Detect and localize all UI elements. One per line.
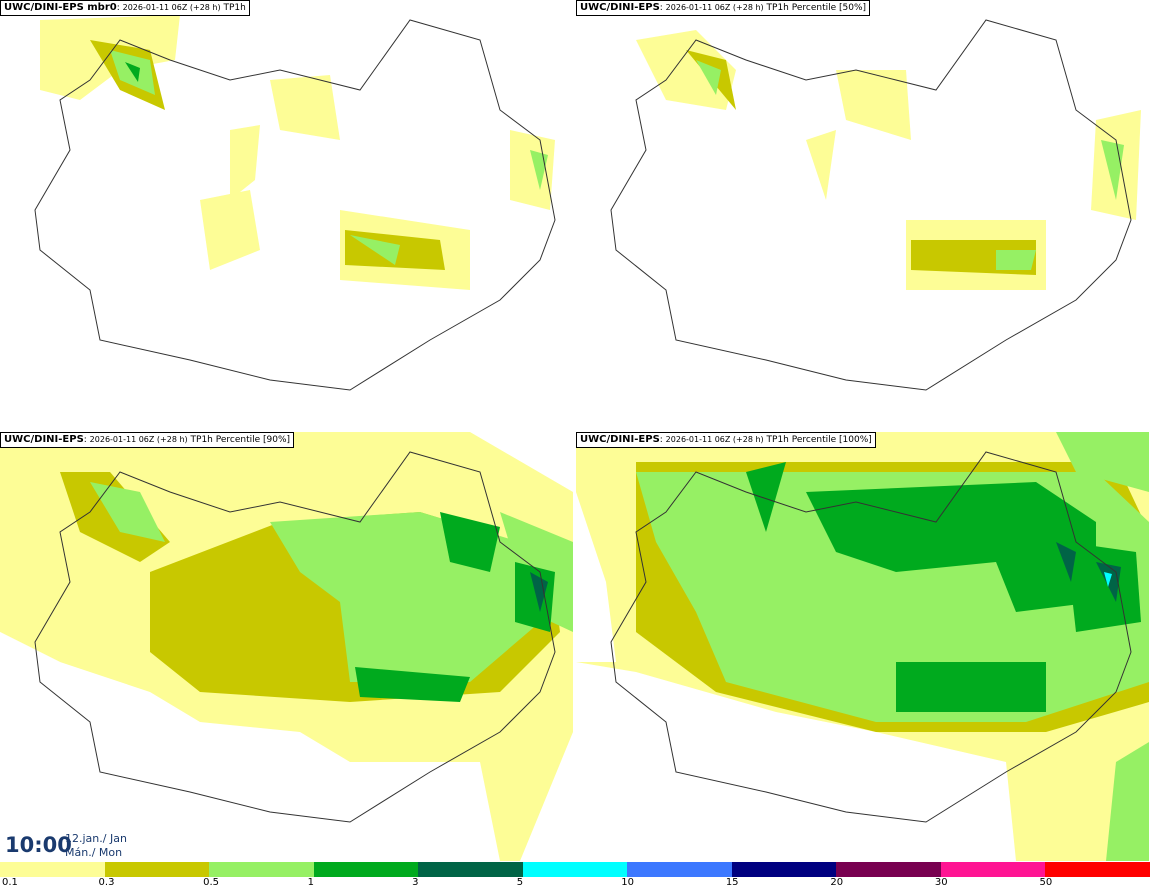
colorbar-tick-label: 30 xyxy=(934,877,948,888)
panel-title: UWC/DINI-EPS mbr0: 2026-01-11 06Z (+28 h… xyxy=(0,0,250,16)
colorbar-ticks: 0.1 0.3 0.5 1 3 5 10 15 20 30 50 xyxy=(0,877,1150,891)
colorbar-tick-label: 0.3 xyxy=(98,877,115,888)
iceland-coastline xyxy=(610,451,1132,823)
valid-date-line1: 12.jan./ Jan xyxy=(65,832,127,845)
iceland-coastline xyxy=(610,19,1132,391)
colorbar-tick-label: 10 xyxy=(621,877,634,888)
colorbar-swatch xyxy=(418,862,523,877)
colorbar-tick-label: 50 xyxy=(1039,877,1053,888)
precip-map xyxy=(576,432,1149,861)
colorbar-tick-label: 5 xyxy=(516,877,524,888)
panel-title: UWC/DINI-EPS: 2026-01-11 06Z (+28 h) TP1… xyxy=(0,432,295,448)
valid-time-box: 10:00 12.jan./ Jan Mán./ Mon xyxy=(0,828,140,862)
colorbar xyxy=(0,862,1150,877)
colorbar-tick-label: 3 xyxy=(412,877,419,888)
colorbar-tick-label: 20 xyxy=(830,877,844,888)
colorbar-swatch xyxy=(1045,862,1150,877)
precip-map xyxy=(34,15,556,391)
colorbar-swatch xyxy=(0,862,105,877)
map-panel-p90: UWC/DINI-EPS: 2026-01-11 06Z (+28 h) TP1… xyxy=(0,432,573,861)
valid-time: 10:00 xyxy=(5,833,72,857)
valid-date-line2: Mán./ Mon xyxy=(65,846,123,859)
iceland-coastline xyxy=(34,451,556,823)
colorbar-tick-label: 1 xyxy=(307,877,314,888)
map-panel-p100: UWC/DINI-EPS: 2026-01-11 06Z (+28 h) TP1… xyxy=(576,432,1149,861)
colorbar-swatch xyxy=(313,862,419,877)
colorbar-tick-label: 15 xyxy=(725,877,739,888)
colorbar-tick-label: 0.1 xyxy=(2,877,18,888)
iceland-coastline xyxy=(34,19,556,391)
colorbar-tick-label: 0.5 xyxy=(203,877,219,888)
map-panel-p50: UWC/DINI-EPS: 2026-01-11 06Z (+28 h) TP1… xyxy=(576,0,1149,429)
precip-map xyxy=(610,19,1141,391)
colorbar-swatch xyxy=(209,862,314,877)
map-panel-member0: UWC/DINI-EPS mbr0: 2026-01-11 06Z (+28 h… xyxy=(0,0,573,429)
panel-title: UWC/DINI-EPS: 2026-01-11 06Z (+28 h) TP1… xyxy=(576,432,876,448)
colorbar-swatch xyxy=(836,862,941,877)
precip-map xyxy=(0,432,573,861)
colorbar-swatch xyxy=(522,862,628,877)
colorbar-swatch xyxy=(731,862,837,877)
colorbar-swatch xyxy=(104,862,210,877)
colorbar-swatch xyxy=(627,862,732,877)
colorbar-swatch xyxy=(940,862,1046,877)
panel-title: UWC/DINI-EPS: 2026-01-11 06Z (+28 h) TP1… xyxy=(576,0,871,16)
